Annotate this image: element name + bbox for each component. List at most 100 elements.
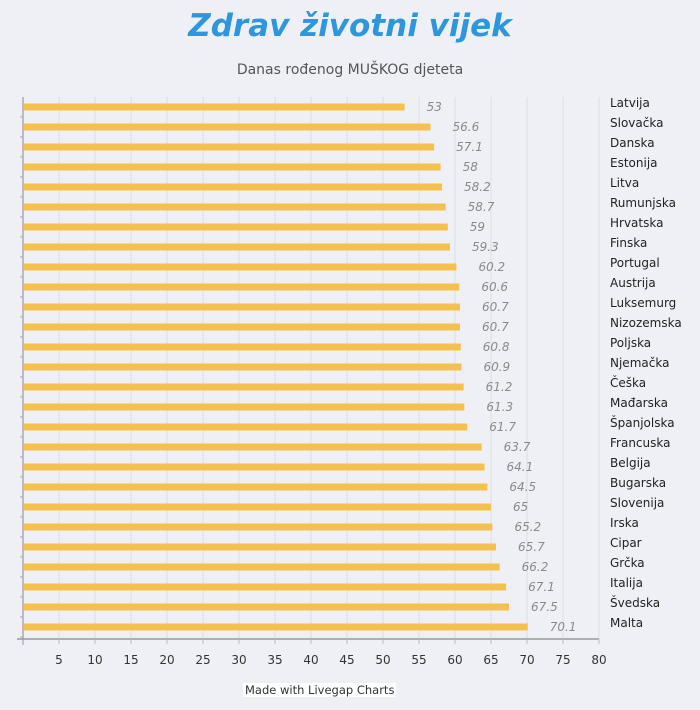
x-tick-label: 80 bbox=[591, 653, 606, 667]
value-label: 60.2 bbox=[478, 260, 505, 274]
x-tick-label: 30 bbox=[231, 653, 246, 667]
value-label: 61.3 bbox=[486, 400, 513, 414]
bar bbox=[24, 623, 528, 631]
bar bbox=[24, 523, 493, 531]
bar bbox=[24, 583, 507, 591]
bar bbox=[24, 363, 462, 371]
bar bbox=[24, 603, 509, 611]
category-label: Luksemurg bbox=[610, 296, 676, 310]
bar bbox=[24, 563, 500, 571]
category-label: Latvija bbox=[610, 96, 650, 110]
category-label: Cipar bbox=[610, 536, 642, 550]
category-label: Rumunjska bbox=[610, 196, 676, 210]
category-label: Irska bbox=[610, 516, 639, 530]
value-label: 61.2 bbox=[486, 380, 513, 394]
bar bbox=[24, 263, 457, 271]
value-label: 58.7 bbox=[468, 200, 495, 214]
category-label: Slovenija bbox=[610, 496, 664, 510]
x-tick-label: 35 bbox=[267, 653, 282, 667]
x-tick-label: 5 bbox=[55, 653, 63, 667]
bar bbox=[24, 323, 461, 331]
value-label: 66.2 bbox=[522, 560, 549, 574]
bar bbox=[24, 483, 488, 491]
category-label: Švedska bbox=[610, 595, 660, 610]
bar bbox=[24, 223, 448, 231]
value-label: 60.9 bbox=[483, 360, 510, 374]
x-tick-label: 70 bbox=[519, 653, 534, 667]
bar bbox=[24, 283, 460, 291]
bar bbox=[24, 403, 465, 411]
value-label: 64.5 bbox=[509, 480, 536, 494]
category-label: Portugal bbox=[610, 256, 660, 270]
category-label: Slovačka bbox=[610, 116, 663, 130]
bar bbox=[24, 143, 435, 151]
bar bbox=[24, 443, 482, 451]
bar bbox=[24, 503, 491, 511]
x-tick-label: 15 bbox=[123, 653, 138, 667]
value-label: 65.7 bbox=[518, 540, 545, 554]
x-tick-label: 55 bbox=[411, 653, 426, 667]
bar bbox=[24, 423, 468, 431]
bar bbox=[24, 343, 461, 351]
category-label: Francuska bbox=[610, 436, 670, 450]
chart-title: Zdrav životni vijek bbox=[188, 8, 512, 44]
value-label: 61.7 bbox=[489, 420, 516, 434]
value-label: 67.1 bbox=[528, 580, 555, 594]
value-label: 59.3 bbox=[472, 240, 499, 254]
x-tick-label: 50 bbox=[375, 653, 390, 667]
bar bbox=[24, 183, 443, 191]
category-label: Grčka bbox=[610, 556, 645, 570]
value-label: 53 bbox=[427, 100, 442, 114]
bar bbox=[24, 383, 464, 391]
category-label: Njemačka bbox=[610, 356, 669, 370]
category-label: Hrvatska bbox=[610, 216, 663, 230]
x-tick-label: 45 bbox=[339, 653, 354, 667]
bar bbox=[24, 303, 461, 311]
bar bbox=[24, 243, 450, 251]
category-label: Litva bbox=[610, 176, 639, 190]
bar bbox=[24, 203, 446, 211]
value-label: 59 bbox=[470, 220, 485, 234]
bar bbox=[24, 543, 497, 551]
x-tick-label: 25 bbox=[195, 653, 210, 667]
x-tick-label: 40 bbox=[303, 653, 318, 667]
value-label: 60.6 bbox=[481, 280, 508, 294]
x-tick-label: 20 bbox=[159, 653, 174, 667]
bar bbox=[24, 103, 405, 111]
value-label: 57.1 bbox=[456, 140, 483, 154]
category-label: Italija bbox=[610, 576, 643, 590]
bar bbox=[24, 463, 485, 471]
credit-label: Made with Livegap Charts bbox=[243, 683, 397, 697]
value-label: 58.2 bbox=[464, 180, 491, 194]
x-tick-label: 75 bbox=[555, 653, 570, 667]
category-label: Španjolska bbox=[610, 415, 675, 430]
value-label: 56.6 bbox=[453, 120, 480, 134]
category-label: Bugarska bbox=[610, 476, 666, 490]
value-label: 63.7 bbox=[504, 440, 531, 454]
value-label: 60.7 bbox=[482, 320, 509, 334]
value-label: 58 bbox=[463, 160, 479, 174]
category-label: Finska bbox=[610, 236, 647, 250]
category-label: Danska bbox=[610, 136, 655, 150]
x-tick-label: 60 bbox=[447, 653, 462, 667]
value-label: 60.7 bbox=[482, 300, 509, 314]
category-label: Mađarska bbox=[610, 396, 668, 410]
category-label: Poljska bbox=[610, 336, 651, 350]
value-label: 64.1 bbox=[507, 460, 534, 474]
category-label: Belgija bbox=[610, 456, 651, 470]
x-tick-label: 10 bbox=[87, 653, 102, 667]
value-label: 70.1 bbox=[550, 620, 577, 634]
value-label: 65 bbox=[513, 500, 528, 514]
category-label: Nizozemska bbox=[610, 316, 682, 330]
category-label: Austrija bbox=[610, 276, 656, 290]
category-label: Malta bbox=[610, 616, 643, 630]
chart-subtitle: Danas rođenog MUŠKOG djeteta bbox=[236, 62, 464, 78]
value-label: 60.8 bbox=[483, 340, 510, 354]
x-tick-label: 65 bbox=[483, 653, 498, 667]
category-label: Češka bbox=[610, 375, 646, 390]
bar bbox=[24, 163, 441, 171]
category-label: Estonija bbox=[610, 156, 658, 170]
value-label: 65.2 bbox=[514, 520, 541, 534]
value-label: 67.5 bbox=[531, 600, 558, 614]
